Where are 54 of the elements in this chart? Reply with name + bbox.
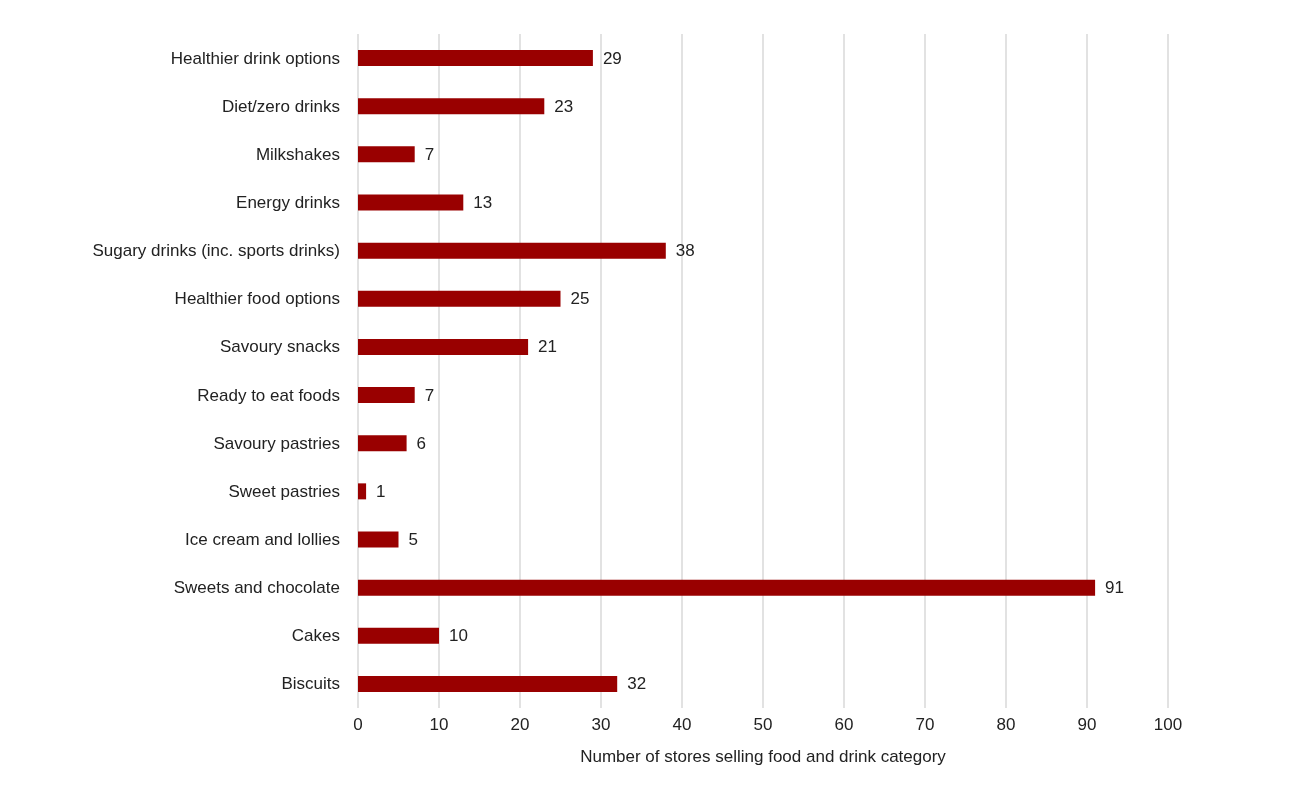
bar bbox=[358, 338, 529, 355]
data-label: 10 bbox=[449, 626, 468, 646]
x-tick-label: 60 bbox=[834, 715, 854, 734]
x-tick-label: 40 bbox=[672, 715, 692, 734]
bar bbox=[358, 387, 415, 404]
x-tick-label: 10 bbox=[429, 715, 449, 734]
y-tick-label: Healthier food options bbox=[174, 289, 340, 309]
data-label: 1 bbox=[376, 481, 386, 501]
bar bbox=[358, 242, 666, 259]
y-tick-label: Cakes bbox=[291, 626, 340, 646]
y-tick-label: Ready to eat foods bbox=[197, 385, 340, 405]
bar bbox=[358, 146, 415, 163]
x-tick-label: 50 bbox=[753, 715, 773, 734]
bar bbox=[358, 98, 545, 115]
bar bbox=[358, 483, 367, 500]
bar bbox=[358, 435, 407, 452]
bar bbox=[358, 531, 399, 548]
data-label: 91 bbox=[1105, 578, 1125, 598]
bar bbox=[358, 579, 1096, 596]
bar bbox=[358, 290, 561, 307]
data-label: 23 bbox=[554, 96, 574, 116]
data-label: 13 bbox=[473, 193, 493, 212]
x-tick-label: 0 bbox=[353, 715, 363, 734]
bar bbox=[358, 627, 439, 644]
x-tick-label: 80 bbox=[996, 715, 1016, 734]
data-label: 25 bbox=[570, 289, 590, 309]
data-label: 5 bbox=[408, 530, 418, 549]
data-label: 21 bbox=[538, 337, 558, 357]
y-tick-label: Savoury snacks bbox=[220, 337, 340, 357]
bar bbox=[358, 50, 593, 67]
y-tick-label: Sweets and chocolate bbox=[173, 578, 340, 598]
y-tick-label: Ice cream and lollies bbox=[185, 530, 340, 549]
y-tick-label: Milkshakes bbox=[255, 144, 340, 164]
data-label: 7 bbox=[424, 385, 435, 405]
x-tick-label: 70 bbox=[915, 715, 935, 734]
y-tick-label: Healthier drink options bbox=[170, 48, 340, 68]
y-tick-label: Energy drinks bbox=[236, 193, 340, 212]
y-tick-label: Sweet pastries bbox=[228, 481, 340, 501]
data-label: 32 bbox=[627, 674, 647, 694]
y-tick-label: Sugary drinks (inc. sports drinks) bbox=[92, 241, 340, 261]
y-tick-label: Diet/zero drinks bbox=[221, 96, 340, 116]
x-tick-label: 20 bbox=[510, 715, 530, 734]
x-tick-label: 90 bbox=[1077, 715, 1097, 734]
bar bbox=[358, 194, 464, 211]
x-axis-title: Number of stores selling food and drink category bbox=[580, 747, 947, 766]
y-tick-label: Biscuits bbox=[281, 674, 340, 694]
x-tick-label: 100 bbox=[1153, 715, 1183, 734]
data-label: 29 bbox=[602, 48, 622, 68]
data-label: 7 bbox=[424, 144, 435, 164]
y-tick-label: Savoury pastries bbox=[213, 433, 340, 453]
bar bbox=[358, 675, 618, 692]
x-tick-label: 30 bbox=[591, 715, 611, 734]
data-label: 38 bbox=[675, 241, 695, 261]
data-label: 6 bbox=[416, 433, 427, 453]
